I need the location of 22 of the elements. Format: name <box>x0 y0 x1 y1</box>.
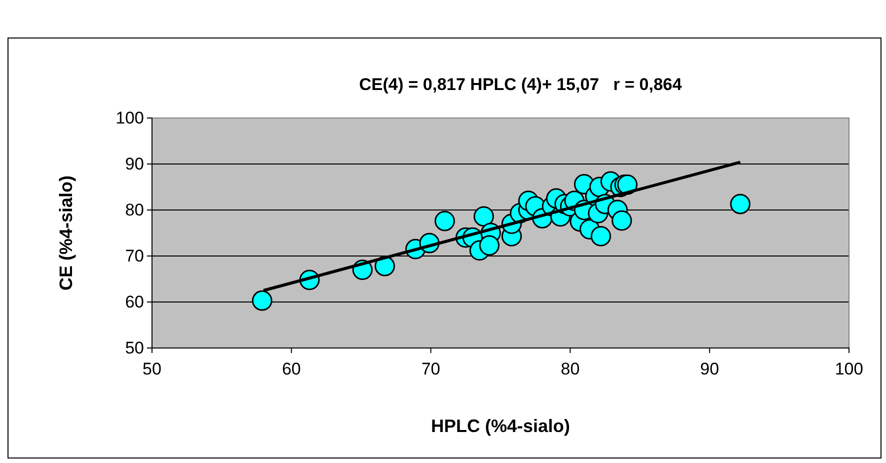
x-tick-label: 80 <box>560 360 580 379</box>
x-tick-label: 60 <box>282 360 301 379</box>
y-axis-title: CE (%4-sialo) <box>56 175 76 291</box>
x-tick-label: 90 <box>700 360 720 379</box>
y-tick-label: 80 <box>125 200 144 220</box>
point <box>479 235 500 256</box>
y-tick-label: 90 <box>125 154 144 174</box>
point <box>612 210 632 231</box>
chart-title: CE(4) = 0,817 HPLC (4)+ 15,07 r = 0,864 <box>359 75 682 94</box>
y-tick-label: 60 <box>125 292 144 312</box>
x-tick-label: 70 <box>421 360 440 379</box>
point <box>730 194 750 214</box>
x-tick-label: 100 <box>834 360 864 379</box>
y-tick-label: 70 <box>125 246 144 266</box>
y-tick-label: 100 <box>116 108 144 128</box>
point <box>252 290 272 311</box>
point <box>434 210 455 232</box>
point <box>474 206 494 227</box>
y-tick-label: 50 <box>125 338 144 358</box>
x-tick-label: 50 <box>142 360 162 379</box>
x-axis-title: HPLC (%4-sialo) <box>430 416 570 436</box>
point <box>590 226 612 246</box>
